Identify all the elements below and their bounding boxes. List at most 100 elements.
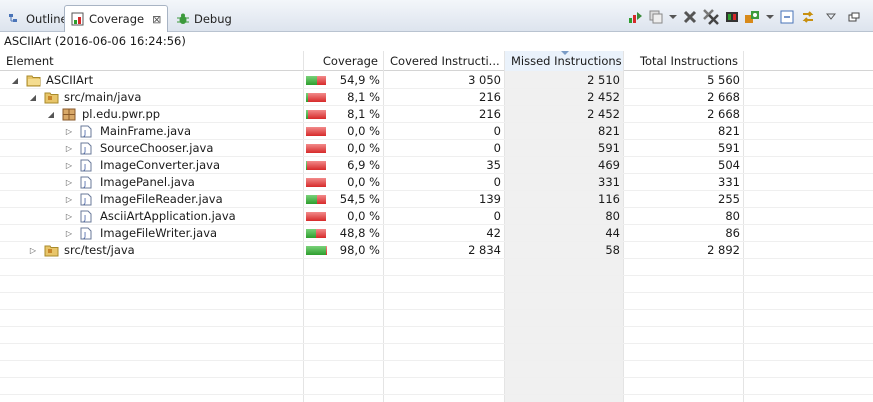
coverage-bar-covered [306,110,308,119]
column-header-total[interactable]: Total Instructions [639,54,738,68]
coverage-bar [306,246,327,255]
covered-value: 0 [493,141,501,155]
coverage-value: 54,9 % [339,73,380,87]
remove-session-icon[interactable] [681,8,699,26]
empty-row [0,259,873,276]
table-row[interactable]: ◢ pl.edu.pwr.pp 8,1 % 216 2 452 2 668 [0,106,873,123]
column-divider [743,51,744,402]
total-value: 80 [725,209,740,223]
total-value: 821 [718,124,740,138]
tree-expand-icon[interactable]: ▷ [65,229,73,238]
dump-execution-data-icon[interactable] [723,8,741,26]
collapse-all-icon[interactable] [778,8,796,26]
java-file-icon: J [80,210,94,223]
table-row[interactable]: ▷ J SourceChooser.java 0,0 % 0 591 591 [0,140,873,157]
empty-row [0,361,873,378]
coverage-bar-missed [306,127,326,136]
source-folder-icon [44,244,59,257]
element-name: src/main/java [64,90,142,104]
sort-indicator-icon [561,51,569,55]
coverage-bar-missed [317,76,326,85]
table-row[interactable]: ▷ src/test/java 98,0 % 2 834 58 2 892 [0,242,873,259]
empty-row [0,310,873,327]
missed-value: 331 [598,175,620,189]
project-icon [26,74,41,87]
package-icon [62,108,76,121]
missed-value: 591 [598,141,620,155]
tree-expand-icon[interactable]: ▷ [65,127,73,136]
table-row[interactable]: ▷ J MainFrame.java 0,0 % 0 821 821 [0,123,873,140]
missed-value: 116 [598,192,620,206]
coverage-bar-missed [306,178,326,187]
total-value: 504 [718,158,740,172]
coverage-bar [306,93,326,102]
tree-expand-icon[interactable]: ▷ [65,144,73,153]
element-name: ImageConverter.java [100,158,220,172]
table-row[interactable]: ▷ J ImagePanel.java 0,0 % 0 331 331 [0,174,873,191]
table-row[interactable]: ▷ J ImageFileWriter.java 48,8 % 42 44 86 [0,225,873,242]
remove-all-sessions-icon[interactable] [702,8,720,26]
table-row[interactable]: ◢ ASCIIArt 54,9 % 3 050 2 510 5 560 [0,72,873,89]
missed-value: 2 452 [587,107,620,121]
tab-outline-label: Outline [26,12,68,26]
tree-expand-icon[interactable]: ▷ [65,161,73,170]
covered-value: 0 [493,124,501,138]
coverage-bar [306,195,326,204]
coverage-value: 6,9 % [347,158,380,172]
covered-value: 139 [479,192,501,206]
tab-coverage[interactable]: Coverage ⊠ [64,5,169,32]
covered-value: 3 050 [468,73,501,87]
coverage-value: 48,8 % [339,226,380,240]
tree-expand-icon[interactable]: ◢ [11,76,19,85]
merge-sessions-icon[interactable] [647,8,665,26]
tab-debug-label: Debug [194,12,232,26]
tree-expand-icon[interactable]: ◢ [47,110,55,119]
total-value: 5 560 [707,73,740,87]
tree-expand-icon[interactable]: ▷ [65,195,73,204]
element-name: MainFrame.java [100,124,192,138]
covered-value: 216 [479,90,501,104]
empty-row [0,276,873,293]
covered-value: 35 [486,158,501,172]
chevron-down-icon[interactable] [765,8,775,26]
coverage-bar-covered [306,246,326,255]
session-label: ASCIIArt (2016-06-06 16:24:56) [4,34,186,48]
column-header-missed[interactable]: Missed Instructions [505,51,624,71]
svg-text:J: J [83,129,86,137]
coverage-bar-missed [307,161,326,170]
total-value: 255 [718,192,740,206]
table-row[interactable]: ▷ J ImageFileReader.java 54,5 % 139 116 255 [0,191,873,208]
tree-expand-icon[interactable]: ◢ [29,93,37,102]
coverage-value: 8,1 % [347,107,380,121]
column-header-coverage[interactable]: Coverage [322,54,378,68]
tree-expand-icon[interactable]: ▷ [65,212,73,221]
column-header-element[interactable]: Element [6,54,54,68]
select-session-icon[interactable] [744,8,762,26]
table-row[interactable]: ▷ J ImageConverter.java 6,9 % 35 469 504 [0,157,873,174]
empty-row [0,293,873,310]
table-row[interactable]: ◢ src/main/java 8,1 % 216 2 452 2 668 [0,89,873,106]
relaunch-icon[interactable] [626,8,644,26]
coverage-bar-missed [316,229,326,238]
close-icon[interactable]: ⊠ [152,12,162,26]
tree-expand-icon[interactable]: ▷ [65,178,73,187]
outline-icon [8,12,22,26]
column-header-covered[interactable]: Covered Instructi... [390,54,500,68]
element-name: ImageFileWriter.java [100,226,218,240]
tab-outline[interactable]: Outline [2,6,74,32]
tab-debug[interactable]: Debug [170,6,238,32]
table-row[interactable]: ▷ J AsciiArtApplication.java 0,0 % 0 80 80 [0,208,873,225]
link-with-selection-icon[interactable] [799,8,817,26]
coverage-bar-covered [306,229,316,238]
svg-text:J: J [83,231,86,239]
svg-text:J: J [83,197,86,205]
tree-expand-icon[interactable]: ▷ [29,246,37,255]
column-divider [504,51,505,402]
chevron-down-icon[interactable] [668,8,678,26]
covered-value: 2 834 [468,243,501,257]
view-menu-icon[interactable] [820,8,842,26]
total-value: 2 668 [707,90,740,104]
minimize-icon[interactable] [845,8,863,26]
element-name: ASCIIArt [46,73,94,87]
java-file-icon: J [80,125,94,138]
